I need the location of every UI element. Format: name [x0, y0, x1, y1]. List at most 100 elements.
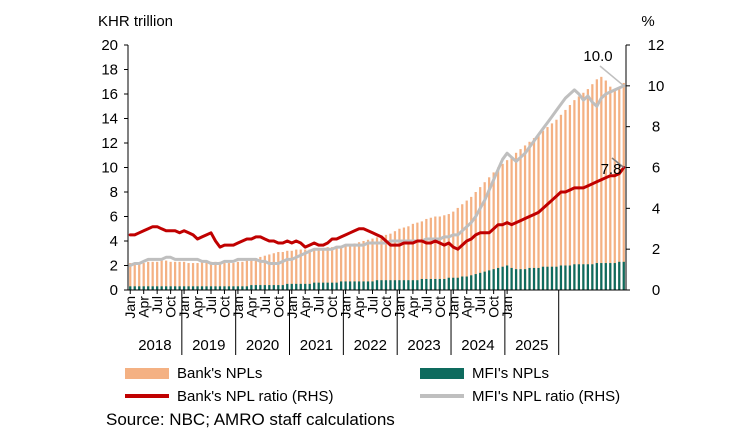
mfi-npl-bar [429, 278, 432, 290]
month-tick-label: Jan [499, 296, 515, 319]
mfi-npl-bar [550, 266, 554, 290]
mfi-npl-bar [514, 269, 518, 290]
mfi-npl-bar [600, 263, 603, 290]
mfi-npl-bar [501, 266, 504, 290]
bank-npl-bar [393, 231, 397, 290]
bank-npl-bar [173, 261, 177, 290]
right-tick-label: 6 [652, 160, 660, 177]
month-tick-label: Oct [163, 296, 179, 318]
bank-npl-bar [501, 163, 504, 290]
mfi-npl-bar [532, 267, 536, 290]
mfi-npl-bar [151, 286, 154, 290]
mfi-npl-bar [582, 264, 585, 290]
bank-npl-bar [492, 172, 495, 290]
bank-npl-bar [348, 244, 352, 290]
bank-npl-bar [236, 261, 240, 290]
bank-npl-bar [218, 261, 222, 290]
mfi-npl-ratio-line [128, 84, 626, 267]
bank-npl-bar [609, 86, 612, 291]
mfi-npl-bar [254, 285, 257, 290]
month-tick-label: Apr [351, 296, 367, 318]
bank-npl-bar [461, 204, 464, 290]
legend-label-bank-npl-ratio: Bank's NPL ratio (RHS) [177, 388, 334, 405]
mfi-npl-bar [470, 275, 473, 290]
mfi-npl-bar [546, 266, 549, 290]
bank-npl-bar [420, 221, 423, 290]
bank-npl-bar [196, 263, 199, 290]
mfi-npl-bar [483, 271, 486, 290]
axes: 02468101214161820024681012JanAprJulOctJa… [101, 37, 664, 355]
bank-npl-bar [434, 216, 437, 290]
legend-label-mfi-npl: MFI's NPLs [472, 365, 549, 382]
bank-npl-bar [618, 87, 621, 290]
mfi-npl-bar [169, 286, 172, 290]
month-tick-label: Oct [432, 296, 448, 318]
bank-npl-bar [169, 261, 172, 290]
mfi-npl-bar [389, 280, 392, 290]
bank-npl-bar [286, 250, 289, 290]
bank-npl-bar [452, 211, 455, 290]
mfi-npl-bar [272, 285, 275, 290]
mfi-npl-bar [223, 286, 226, 290]
year-label: 2023 [407, 337, 440, 354]
mfi-npl-bar [618, 261, 621, 290]
mfi-npl-bar [200, 286, 204, 290]
month-tick-label: Apr [136, 296, 152, 318]
bank-npl-bar [245, 260, 249, 290]
mfi-npl-bar [241, 286, 244, 290]
mfi-npl-bar [281, 285, 284, 290]
left-tick-label: 8 [110, 184, 118, 201]
month-tick-label: Oct [378, 296, 394, 318]
bank-npl-bar [317, 248, 320, 290]
bank-npl-bar [151, 261, 154, 290]
mfi-npl-bar [425, 278, 428, 290]
mfi-npl-bar [313, 282, 316, 290]
mfi-npl-bar [129, 286, 132, 290]
bank-annotation-leader [611, 157, 625, 169]
month-tick-label: Jan [122, 296, 138, 319]
bank-npl-bar [339, 245, 343, 290]
bank-npl-bar [299, 249, 302, 290]
bank-npl-bar [178, 261, 181, 290]
mfi-annotation-label: 10.0 [583, 48, 612, 65]
mfi-npl-bar [173, 286, 177, 290]
mfi-npl-bar [357, 281, 361, 290]
mfi-npl-bar [443, 278, 446, 290]
mfi-npl-bar [411, 280, 415, 290]
month-tick-label: Jan [230, 296, 246, 319]
bank-npl-bar [160, 260, 163, 290]
legend-label-mfi-npl-ratio: MFI's NPL ratio (RHS) [472, 388, 620, 405]
bank-npl-bar [577, 96, 581, 290]
mfi-npl-bar [160, 286, 163, 290]
mfi-npl-bar [317, 282, 320, 290]
bank-npl-bar [250, 259, 253, 290]
bank-npl-bar [483, 182, 486, 290]
left-tick-label: 16 [101, 86, 118, 103]
mfi-npl-bar [147, 286, 150, 290]
mfi-npl-bar [218, 286, 222, 290]
mfi-npl-bar [398, 280, 401, 290]
mfi-npl-bar [214, 286, 217, 290]
mfi-npl-bar [245, 286, 249, 290]
left-tick-label: 2 [110, 258, 118, 275]
bank-npl-bar [214, 261, 217, 290]
right-tick-label: 12 [648, 37, 665, 54]
month-tick-label: Oct [486, 296, 502, 318]
bank-npl-bar [604, 80, 607, 291]
year-label: 2019 [192, 337, 225, 354]
bank-npl-bar [470, 196, 473, 290]
legend: Bank's NPLs MFI's NPLs Bank's NPL ratio … [125, 365, 620, 405]
mfi-npl-bar [133, 286, 136, 290]
mfi-npl-bar [434, 278, 437, 290]
mfi-npl-bar [591, 264, 594, 290]
bank-npl-bar [290, 250, 293, 290]
bank-npl-bar [272, 253, 275, 290]
year-label: 2022 [354, 337, 387, 354]
mfi-npl-bar [209, 286, 213, 290]
bank-npl-bar [402, 227, 406, 290]
mfi-npl-bar [492, 269, 495, 290]
mfi-npl-bar [165, 286, 168, 290]
bank-npl-bar [308, 249, 311, 290]
mfi-npl-bar [348, 281, 352, 290]
mfi-npl-bar [393, 280, 397, 290]
